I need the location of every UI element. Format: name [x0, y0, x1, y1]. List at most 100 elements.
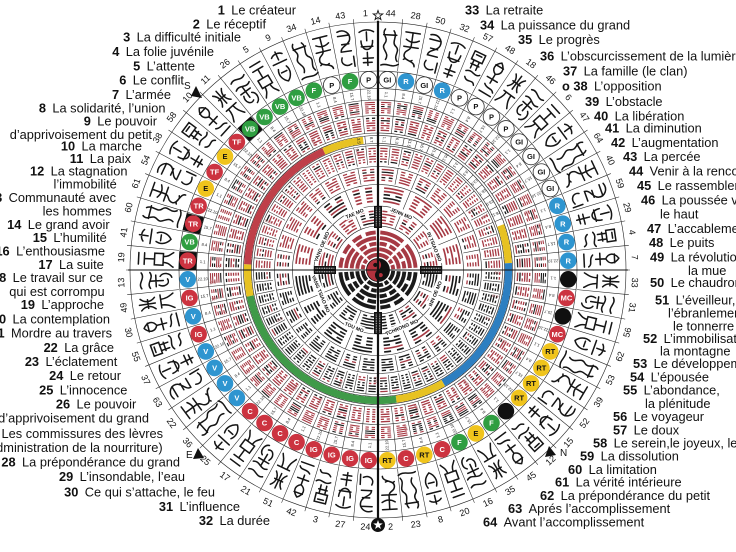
svg-text:1.1: 1.1: [492, 396, 500, 404]
svg-text:15.7: 15.7: [523, 175, 533, 184]
svg-text:41: 41: [118, 227, 129, 238]
svg-text:33: 33: [629, 277, 639, 287]
svg-text:40 La libération: 40 La libération: [594, 109, 684, 124]
svg-text:8.4: 8.4: [514, 162, 522, 170]
svg-text:46 La poussée ve: 46 La poussée ve: [641, 193, 736, 208]
svg-text:30: 30: [123, 326, 135, 338]
svg-text:5.5: 5.5: [485, 316, 491, 322]
svg-text:5: 5: [241, 44, 250, 55]
svg-text:56: 56: [621, 326, 633, 338]
svg-text:45 Le rassemblem: 45 Le rassemblem: [637, 178, 736, 193]
svg-text:43 La percée: 43 La percée: [623, 149, 701, 164]
svg-text:1.1: 1.1: [300, 424, 307, 432]
svg-text:GI: GI: [546, 184, 554, 193]
svg-text:F: F: [457, 438, 462, 447]
svg-text:R: R: [403, 77, 409, 86]
svg-text:8.4: 8.4: [350, 440, 356, 447]
svg-text:22.10: 22.10: [384, 439, 390, 450]
svg-text:1.1: 1.1: [209, 326, 217, 333]
svg-text:21.8: 21.8: [355, 148, 360, 155]
svg-text:1.1: 1.1: [367, 442, 372, 449]
svg-text:58: 58: [165, 110, 179, 124]
svg-text:60: 60: [123, 201, 135, 213]
svg-text:V: V: [203, 347, 208, 356]
svg-text:3: 3: [312, 514, 319, 525]
svg-text:8.4: 8.4: [400, 93, 406, 100]
svg-text:RT: RT: [526, 379, 536, 388]
svg-text:24: 24: [360, 521, 370, 531]
svg-text:57 Le doux: 57 Le doux: [613, 423, 680, 438]
svg-text:54 L’épousée: 54 L’épousée: [630, 370, 709, 385]
svg-text:RT: RT: [382, 456, 392, 465]
svg-text:49 La révolution: 49 La révolution: [650, 250, 736, 265]
svg-text:12: 12: [544, 453, 558, 467]
svg-text:15.7: 15.7: [332, 435, 339, 445]
svg-text:45: 45: [524, 469, 538, 483]
svg-text:10.1: 10.1: [526, 317, 534, 323]
svg-text:16: 16: [481, 496, 494, 509]
svg-text:22.10: 22.10: [433, 99, 441, 111]
svg-text:13: 13: [116, 277, 126, 287]
svg-text:P: P: [473, 102, 478, 111]
svg-text:55 L’abondance,: 55 L’abondance,: [623, 383, 720, 398]
svg-text:1.1: 1.1: [200, 259, 207, 264]
svg-text:39 L’obstacle: 39 L’obstacle: [585, 94, 663, 109]
svg-text:8.4: 8.4: [479, 406, 487, 414]
svg-text:15 L’humilité: 15 L’humilité: [33, 230, 107, 245]
svg-text:MC: MC: [561, 294, 573, 303]
svg-text:5.1: 5.1: [216, 265, 221, 269]
svg-text:15.7: 15.7: [283, 115, 292, 125]
svg-text:27 Les commissures des lèvres: 27 Les commissures des lèvres: [0, 426, 163, 441]
svg-text:RT: RT: [419, 450, 429, 459]
svg-text:44: 44: [385, 8, 395, 18]
svg-text:E: E: [473, 429, 478, 438]
svg-text:7.6: 7.6: [303, 350, 309, 356]
svg-text:20: 20: [458, 506, 471, 519]
svg-text:V: V: [185, 275, 190, 284]
svg-text:C: C: [403, 454, 409, 463]
svg-text:RT: RT: [536, 364, 546, 373]
svg-text:52 L’immobilisatio: 52 L’immobilisatio: [643, 331, 736, 346]
svg-text:19 L’approche: 19 L’approche: [21, 297, 104, 312]
svg-text:26: 26: [218, 57, 232, 71]
svg-text:23 L’éclatement: 23 L’éclatement: [25, 354, 118, 369]
svg-text:10 La marche: 10 La marche: [61, 139, 142, 154]
svg-text:47 L’accablemen: 47 L’accablemen: [647, 221, 736, 236]
svg-text:20.3: 20.3: [263, 151, 271, 159]
svg-text:61 La vérité intérieure: 61 La vérité intérieure: [555, 475, 682, 490]
svg-text:62: 62: [614, 350, 627, 363]
svg-text:22.10: 22.10: [449, 422, 458, 434]
svg-text:6.2: 6.2: [524, 209, 530, 215]
svg-text:22.10: 22.10: [490, 134, 501, 145]
svg-text:1.1: 1.1: [384, 92, 389, 99]
svg-text:4.7: 4.7: [332, 155, 338, 161]
svg-text:R: R: [566, 256, 572, 265]
svg-text:14 Le grand avoir: 14 Le grand avoir: [7, 217, 110, 232]
svg-text:22.10: 22.10: [537, 325, 549, 333]
svg-text:27.10: 27.10: [498, 336, 507, 344]
svg-text:5.12: 5.12: [264, 218, 272, 224]
svg-text:15: 15: [561, 436, 575, 450]
svg-text:57: 57: [481, 31, 494, 44]
svg-text:31 L’influence: 31 L’influence: [159, 499, 240, 514]
svg-text:52: 52: [577, 416, 591, 430]
svg-text:22.10: 22.10: [197, 276, 208, 282]
svg-text:53 Le développeme: 53 Le développeme: [633, 356, 736, 371]
svg-text:35 Le progrès: 35 Le progrès: [518, 32, 600, 47]
svg-text:1.1: 1.1: [539, 207, 547, 214]
svg-text:15.7: 15.7: [349, 92, 355, 101]
svg-text:48: 48: [503, 43, 517, 57]
svg-text:R: R: [439, 86, 445, 95]
svg-text:55: 55: [130, 350, 143, 363]
svg-text:15.7: 15.7: [477, 124, 486, 134]
svg-text:1.1: 1.1: [315, 101, 322, 109]
svg-text:les hommes: les hommes: [43, 204, 112, 219]
svg-text:22.10: 22.10: [255, 394, 266, 405]
svg-text:C: C: [277, 429, 283, 438]
svg-text:19.4: 19.4: [467, 208, 475, 215]
svg-text:34: 34: [285, 22, 298, 35]
svg-text:32: 32: [458, 22, 471, 35]
svg-text:15.7: 15.7: [464, 415, 473, 425]
svg-text:30 Ce qui s’attache, le feu: 30 Ce qui s’attache, le feu: [64, 485, 215, 500]
svg-text:VB: VB: [259, 113, 270, 122]
